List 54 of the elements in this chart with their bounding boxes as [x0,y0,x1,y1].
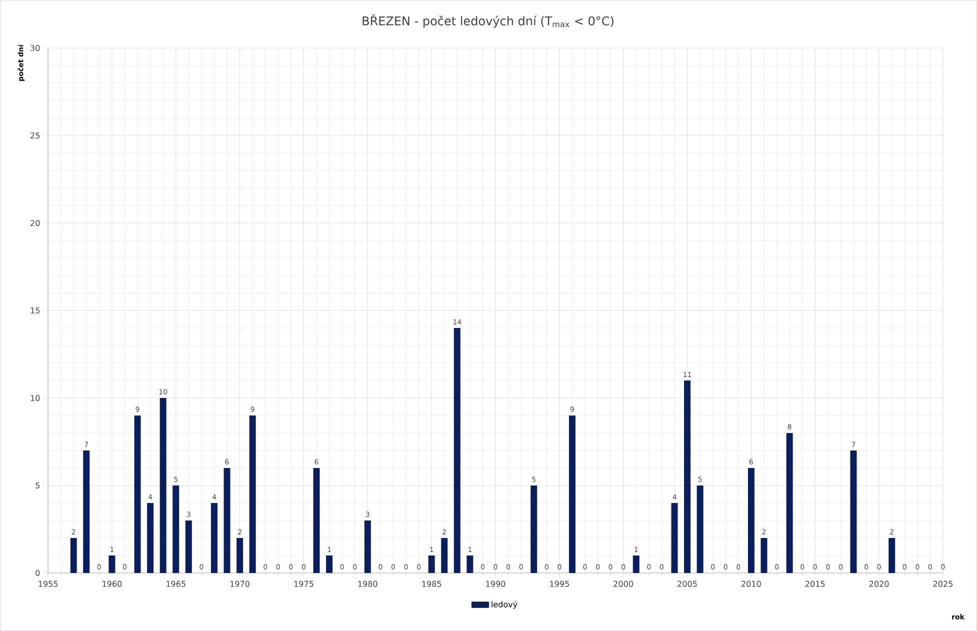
legend-label: ledový [492,600,518,609]
bar [134,415,141,573]
bar [888,538,896,573]
bar [160,398,166,573]
bar [454,328,460,573]
x-tick-label: 2005 [678,580,697,587]
x-tick-label: 2000 [614,580,634,587]
bar [172,485,180,573]
x-tick-label: 1995 [550,580,569,587]
bar [313,468,320,573]
x-tick-label: 1970 [230,580,250,587]
bar [364,520,371,573]
y-tick-label: 0 [36,570,40,576]
x-tick-label: 2010 [742,580,761,587]
x-tick-label: 1985 [422,580,442,587]
y-tick-label: 30 [30,44,40,52]
bar [530,485,538,573]
bar [684,380,691,573]
bar [760,538,768,573]
chart-title: BŘEZEN - počet ledových dní (T$_{max}$ < 0°C) [362,14,614,28]
bar [441,538,448,573]
bar [224,468,230,573]
bar [70,538,77,573]
x-tick-label: 2015 [806,580,825,587]
bar [466,555,474,573]
y-tick-label: 20 [30,220,40,226]
bar [428,555,435,573]
bar [786,432,793,573]
bar [83,450,90,573]
x-tick-label: 2025 [933,580,952,587]
x-tick-label: 1975 [294,580,314,587]
bar [185,520,192,573]
y-tick-label: 5 [36,482,40,488]
bar [850,450,857,573]
x-tick-label: 1980 [358,580,378,587]
bar [236,538,244,573]
bar [326,555,333,573]
x-tick-label: 1965 [166,580,186,587]
bar [748,468,754,573]
bar [108,555,116,573]
y-tick-label: 15 [30,308,40,314]
bar [249,415,256,573]
bar [671,502,678,573]
bar [147,502,154,573]
bar [696,485,704,573]
bar [210,502,218,573]
y-tick-label: 25 [30,132,40,139]
x-tick-label: 2020 [869,580,889,587]
x-tick-label: 1990 [486,580,506,587]
y-tick-label: 10 [30,394,40,402]
x-tick-label: 1960 [102,580,122,587]
bar [632,555,640,573]
bar [568,415,576,573]
x-tick-label: 1955 [38,580,58,587]
